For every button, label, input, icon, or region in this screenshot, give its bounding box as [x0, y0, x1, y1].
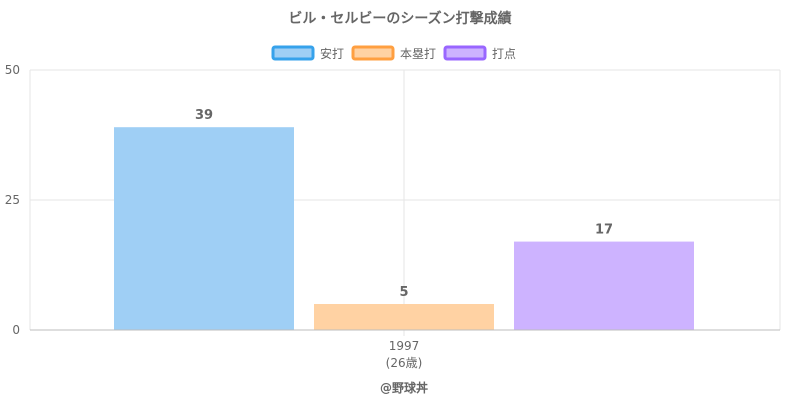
data-label-hits: 39: [195, 108, 213, 123]
data-label-home-runs: 5: [399, 285, 408, 300]
y-tick-label-50: 50: [5, 63, 20, 77]
legend-item-hits[interactable]: 安打: [271, 45, 344, 61]
y-axis: 0 25 50: [5, 63, 20, 337]
legend-label-hits: 安打: [320, 46, 344, 61]
bar-hits-1997[interactable]: [114, 127, 294, 330]
plot-area: [29, 69, 781, 336]
chart-title: ビル・セルビーのシーズン打撃成績: [288, 10, 511, 27]
legend-label-rbi: 打点: [492, 47, 516, 61]
bar-home-runs-1997[interactable]: [314, 304, 494, 330]
bar-rbi-1997[interactable]: [514, 241, 694, 330]
x-tick-sublabel-age: (26歳): [386, 356, 423, 370]
legend-swatch-home-runs: [351, 45, 395, 61]
y-tick-label-0: 0: [12, 323, 20, 337]
legend-swatch-hits: [271, 45, 315, 61]
legend-label-home-runs: 本塁打: [400, 47, 436, 61]
y-tick-label-25: 25: [5, 193, 20, 207]
legend[interactable]: 安打 本塁打 打点: [271, 45, 516, 61]
legend-item-home-runs[interactable]: 本塁打: [351, 45, 436, 61]
data-label-rbi: 17: [595, 223, 613, 238]
legend-swatch-rbi: [443, 45, 487, 61]
x-axis: 1997 (26歳): [386, 339, 423, 370]
credit-text: @野球丼: [380, 380, 428, 395]
legend-item-rbi[interactable]: 打点: [443, 45, 516, 61]
x-tick-label-1997: 1997: [389, 339, 420, 353]
